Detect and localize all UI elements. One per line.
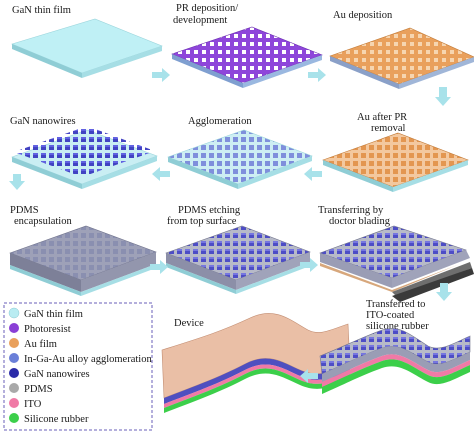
arrow-5-4 bbox=[152, 167, 170, 181]
label-pdms-1: PDMS bbox=[10, 205, 39, 216]
label-pr-deposition-1: PR deposition/ bbox=[176, 3, 238, 14]
arrow-4-down bbox=[9, 174, 25, 190]
panel-pr-deposition bbox=[171, 26, 323, 88]
label-pr-deposition-2: development bbox=[173, 15, 227, 26]
label-transferred-ito-3: silicone rubber bbox=[366, 321, 429, 332]
legend-swatch-au-film bbox=[9, 338, 19, 348]
legend-label-gan-thin-film: GaN thin film bbox=[24, 309, 83, 320]
label-gan-nanowires: GaN nanowires bbox=[10, 116, 76, 127]
panel-pdms-etching bbox=[165, 225, 311, 294]
legend-label-gan-nanowires: GaN nanowires bbox=[24, 369, 90, 380]
arrow-6-5 bbox=[304, 167, 322, 181]
legend-swatch-alloy-agglomeration bbox=[9, 353, 19, 363]
legend: GaN thin film Photoresist Au film In-Ga-… bbox=[8, 307, 152, 425]
legend-label-ito: ITO bbox=[24, 399, 42, 410]
label-pdms-etch-1: PDMS etching bbox=[178, 205, 241, 216]
label-agglomeration: Agglomeration bbox=[188, 116, 252, 127]
label-pdms-2: encapsulation bbox=[14, 216, 72, 227]
arrow-3-down bbox=[435, 87, 451, 106]
label-au-after-pr-2: removal bbox=[371, 123, 405, 134]
label-gan-thin-film: GaN thin film bbox=[12, 5, 71, 16]
legend-box bbox=[3, 302, 153, 431]
legend-label-pdms: PDMS bbox=[24, 384, 53, 395]
panel-transferred-ito bbox=[319, 328, 471, 394]
panel-au-deposition bbox=[329, 27, 474, 89]
arrow-7-8 bbox=[150, 260, 168, 274]
label-au-deposition: Au deposition bbox=[333, 10, 393, 21]
label-au-after-pr-1: Au after PR bbox=[357, 112, 407, 123]
panel-au-after-pr-removal bbox=[322, 132, 469, 192]
panel-transferring-doctor-blading bbox=[319, 225, 474, 302]
legend-label-photoresist: Photoresist bbox=[24, 324, 71, 335]
panel-agglomeration bbox=[167, 129, 313, 189]
panel-gan-nanowires bbox=[11, 126, 158, 189]
legend-swatch-photoresist bbox=[9, 323, 19, 333]
legend-label-silicone-rubber: Silicone rubber bbox=[24, 414, 89, 425]
panel-pdms-encapsulation bbox=[9, 225, 157, 296]
arrow-10-11 bbox=[300, 369, 318, 383]
legend-swatch-ito bbox=[9, 398, 19, 408]
arrow-8-9 bbox=[300, 258, 318, 272]
legend-label-au-film: Au film bbox=[24, 339, 57, 350]
label-transferred-ito-2: ITO-coated bbox=[366, 310, 415, 321]
legend-swatch-gan-thin-film bbox=[8, 307, 20, 319]
arrow-2-3 bbox=[308, 68, 326, 82]
label-transferred-ito-1: Transferred to bbox=[366, 299, 425, 310]
label-device: Device bbox=[174, 318, 204, 329]
label-transfer-blade-1: Transferring by bbox=[318, 205, 384, 216]
label-pdms-etch-2: from top surface bbox=[167, 216, 237, 227]
arrow-9-down bbox=[436, 283, 452, 301]
panel-gan-thin-film bbox=[11, 18, 163, 78]
legend-swatch-silicone-rubber bbox=[9, 413, 19, 423]
label-transfer-blade-2: doctor blading bbox=[329, 216, 391, 227]
legend-swatch-pdms bbox=[9, 383, 19, 393]
arrow-1-2 bbox=[152, 68, 170, 82]
legend-label-alloy-agglomeration: In-Ga-Au alloy agglomeration bbox=[24, 354, 152, 365]
legend-swatch-gan-nanowires bbox=[9, 368, 19, 378]
